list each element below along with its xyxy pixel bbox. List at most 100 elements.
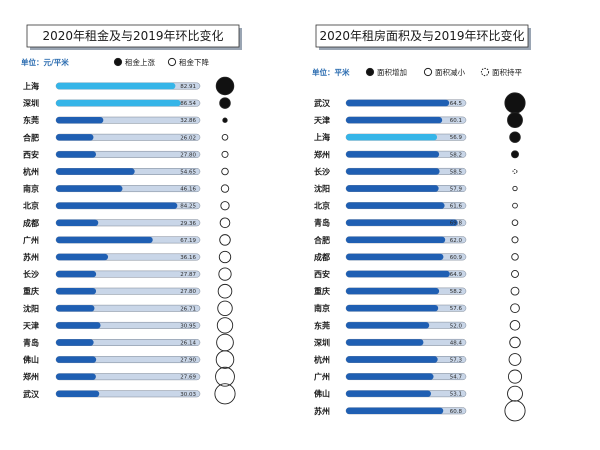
- change-marker-down: [504, 400, 526, 422]
- value-label: 54.65: [180, 170, 196, 176]
- bar: [56, 236, 153, 244]
- value-label: 53.1: [450, 392, 462, 398]
- unit-label: 单位：元/平米: [21, 57, 69, 67]
- city-label: 苏州: [314, 406, 330, 416]
- change-marker-flat: [512, 168, 518, 174]
- city-label: 沈阳: [314, 184, 330, 194]
- city-label: 上海: [23, 81, 39, 91]
- value-label: 64.5: [450, 101, 463, 107]
- bar: [56, 117, 104, 124]
- value-label: 62.0: [450, 238, 463, 244]
- legend-marker-filled: [113, 57, 123, 67]
- value-label: 30.95: [180, 323, 196, 329]
- change-marker-up: [219, 97, 231, 109]
- legend-label: 租金下降: [179, 57, 209, 67]
- change-marker-down: [220, 201, 230, 211]
- legend-marker-dashed: [480, 67, 490, 77]
- bar: [346, 134, 438, 141]
- change-marker-down: [220, 184, 230, 193]
- value-label: 57.3: [450, 358, 463, 364]
- bar: [56, 99, 181, 107]
- value-label: 69.8: [450, 221, 463, 227]
- bar: [346, 116, 443, 124]
- legend-label: 面积持平: [492, 67, 522, 77]
- city-label: 北京: [23, 201, 39, 211]
- city-label: 南京: [314, 303, 330, 313]
- change-marker-up: [509, 131, 521, 143]
- value-label: 27.80: [180, 289, 196, 295]
- change-marker-down: [507, 385, 523, 402]
- value-label: 48.4: [450, 340, 463, 346]
- change-marker-down: [216, 333, 234, 352]
- change-marker-down: [507, 369, 523, 384]
- city-label: 杭州: [314, 355, 330, 365]
- change-marker-up: [222, 117, 228, 123]
- city-label: 合肥: [313, 235, 330, 245]
- legend-label: 租金上涨: [125, 57, 155, 67]
- city-label: 沈阳: [23, 303, 39, 313]
- city-label: 东莞: [23, 115, 39, 125]
- city-label: 西安: [314, 269, 330, 279]
- bar: [346, 339, 424, 346]
- change-marker-down: [217, 300, 233, 317]
- city-label: 武汉: [314, 98, 331, 108]
- city-label: 青岛: [23, 338, 39, 348]
- city-label: 苏州: [23, 252, 39, 262]
- city-label: 长沙: [314, 166, 330, 176]
- legend-label: 面积减小: [435, 67, 465, 77]
- bar: [56, 270, 97, 278]
- change-marker-down: [511, 236, 519, 244]
- bar: [346, 356, 438, 363]
- title-box: [26, 24, 240, 48]
- bar: [346, 202, 445, 209]
- value-label: 46.16: [180, 187, 196, 193]
- legend-marker-filled: [365, 67, 375, 77]
- change-marker-down: [510, 303, 520, 314]
- value-label: 26.02: [180, 135, 196, 141]
- value-label: 57.9: [450, 187, 463, 193]
- bar: [346, 270, 450, 278]
- value-label: 52.0: [450, 323, 463, 329]
- unit-label: 单位：平米: [312, 67, 350, 77]
- city-label: 东莞: [314, 320, 330, 330]
- value-label: 60.9: [450, 255, 463, 261]
- change-marker-down: [512, 202, 518, 209]
- bar: [56, 288, 97, 295]
- value-label: 29.36: [180, 221, 196, 227]
- value-label: 60.1: [450, 118, 462, 124]
- bar: [56, 356, 97, 363]
- bar: [56, 339, 94, 346]
- city-label: 郑州: [23, 372, 39, 382]
- city-label: 佛山: [22, 355, 39, 365]
- change-marker-down: [511, 219, 519, 227]
- value-label: 86.54: [180, 101, 196, 107]
- value-label: 30.03: [180, 392, 196, 398]
- change-marker-down: [508, 353, 522, 366]
- title-box: [315, 24, 529, 48]
- bar: [56, 202, 178, 209]
- bar: [56, 82, 176, 90]
- value-label: 84.25: [180, 204, 196, 210]
- bar: [56, 151, 97, 158]
- city-label: 成都: [314, 252, 330, 262]
- change-marker-up: [215, 76, 235, 96]
- change-marker-down: [512, 185, 518, 192]
- value-label: 64.9: [450, 272, 463, 278]
- value-label: 67.19: [180, 238, 196, 244]
- change-marker-up: [511, 150, 519, 159]
- change-marker-down: [511, 270, 519, 278]
- city-label: 天津: [314, 115, 330, 125]
- city-label: 北京: [314, 201, 330, 211]
- bar: [56, 134, 94, 141]
- city-label: 佛山: [313, 389, 330, 399]
- change-marker-down: [221, 167, 229, 176]
- change-marker-down: [215, 366, 235, 387]
- city-label: 天津: [23, 320, 39, 330]
- value-label: 36.16: [180, 255, 196, 261]
- bar: [346, 253, 444, 261]
- value-label: 58.5: [450, 169, 463, 175]
- change-marker-down: [219, 234, 231, 246]
- change-marker-down: [509, 336, 521, 349]
- change-marker-up: [507, 112, 523, 129]
